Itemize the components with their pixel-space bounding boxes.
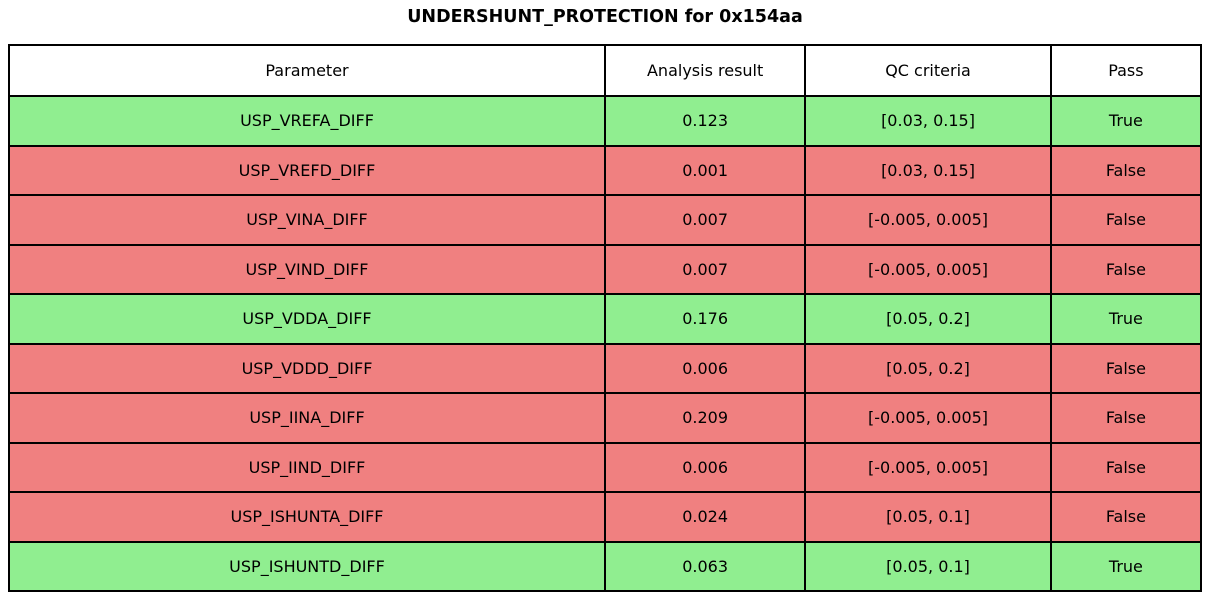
cell-qc-criteria: [0.05, 0.2] [804, 342, 1052, 394]
cell-pass: False [1049, 441, 1203, 493]
table-row: USP_VINA_DIFF 0.007 [-0.005, 0.005] Fals… [8, 194, 1203, 246]
cell-parameter: USP_VDDA_DIFF [8, 293, 606, 345]
cell-parameter: USP_ISHUNTD_DIFF [8, 540, 606, 592]
qc-results-table: Parameter Analysis result QC criteria Pa… [8, 44, 1203, 592]
cell-pass: False [1049, 144, 1203, 196]
cell-parameter: USP_VDDD_DIFF [8, 342, 606, 394]
cell-analysis-result: 0.006 [603, 441, 807, 493]
cell-pass: True [1049, 293, 1203, 345]
cell-pass: False [1049, 194, 1203, 246]
cell-parameter: USP_ISHUNTA_DIFF [8, 491, 606, 543]
table-row: USP_VDDD_DIFF 0.006 [0.05, 0.2] False [8, 342, 1203, 394]
table-row: USP_VREFA_DIFF 0.123 [0.03, 0.15] True [8, 95, 1203, 147]
cell-analysis-result: 0.176 [603, 293, 807, 345]
cell-qc-criteria: [0.05, 0.1] [804, 491, 1052, 543]
table-row: USP_ISHUNTA_DIFF 0.024 [0.05, 0.1] False [8, 491, 1203, 543]
cell-analysis-result: 0.007 [603, 194, 807, 246]
cell-pass: False [1049, 491, 1203, 543]
table-row: USP_VREFD_DIFF 0.001 [0.03, 0.15] False [8, 144, 1203, 196]
cell-analysis-result: 0.001 [603, 144, 807, 196]
cell-parameter: USP_VREFA_DIFF [8, 95, 606, 147]
cell-analysis-result: 0.024 [603, 491, 807, 543]
table-row: USP_ISHUNTD_DIFF 0.063 [0.05, 0.1] True [8, 540, 1203, 592]
column-header-qc-criteria: QC criteria [804, 44, 1052, 97]
column-header-analysis-result: Analysis result [603, 44, 807, 97]
cell-pass: False [1049, 342, 1203, 394]
cell-pass: False [1049, 392, 1203, 444]
cell-qc-criteria: [0.05, 0.2] [804, 293, 1052, 345]
cell-pass: True [1049, 540, 1203, 592]
table-row: USP_IINA_DIFF 0.209 [-0.005, 0.005] Fals… [8, 392, 1203, 444]
figure-title: UNDERSHUNT_PROTECTION for 0x154aa [407, 7, 803, 27]
cell-pass: False [1049, 243, 1203, 295]
cell-qc-criteria: [-0.005, 0.005] [804, 441, 1052, 493]
column-header-pass: Pass [1049, 44, 1203, 97]
cell-analysis-result: 0.006 [603, 342, 807, 394]
cell-analysis-result: 0.063 [603, 540, 807, 592]
cell-qc-criteria: [-0.005, 0.005] [804, 194, 1052, 246]
table-row: USP_VIND_DIFF 0.007 [-0.005, 0.005] Fals… [8, 243, 1203, 295]
cell-qc-criteria: [-0.005, 0.005] [804, 243, 1052, 295]
cell-qc-criteria: [-0.005, 0.005] [804, 392, 1052, 444]
column-header-parameter: Parameter [8, 44, 606, 97]
cell-qc-criteria: [0.03, 0.15] [804, 95, 1052, 147]
cell-parameter: USP_VREFD_DIFF [8, 144, 606, 196]
header-row: Parameter Analysis result QC criteria Pa… [8, 44, 1203, 97]
cell-parameter: USP_VIND_DIFF [8, 243, 606, 295]
cell-parameter: USP_IINA_DIFF [8, 392, 606, 444]
cell-parameter: USP_IIND_DIFF [8, 441, 606, 493]
cell-parameter: USP_VINA_DIFF [8, 194, 606, 246]
cell-analysis-result: 0.209 [603, 392, 807, 444]
table-row: USP_IIND_DIFF 0.006 [-0.005, 0.005] Fals… [8, 441, 1203, 493]
cell-qc-criteria: [0.03, 0.15] [804, 144, 1052, 196]
table-row: USP_VDDA_DIFF 0.176 [0.05, 0.2] True [8, 293, 1203, 345]
cell-qc-criteria: [0.05, 0.1] [804, 540, 1052, 592]
cell-analysis-result: 0.007 [603, 243, 807, 295]
cell-analysis-result: 0.123 [603, 95, 807, 147]
cell-pass: True [1049, 95, 1203, 147]
